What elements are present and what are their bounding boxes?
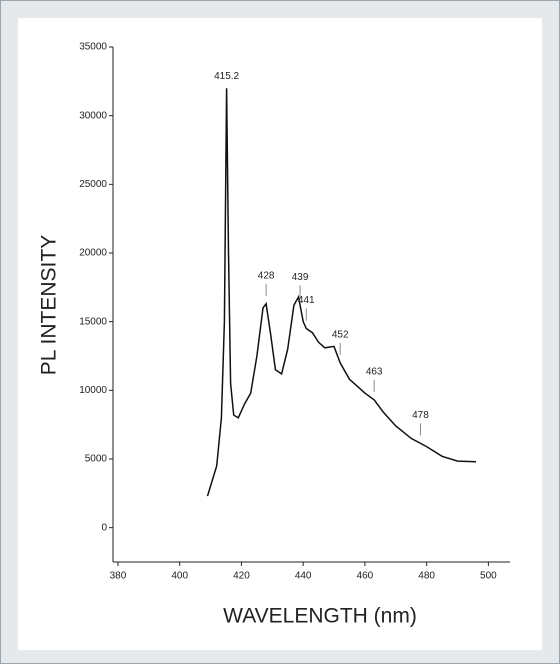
x-tick-label: 460: [357, 571, 374, 582]
peak-label: 463: [366, 367, 383, 378]
y-tick-label: 25000: [79, 179, 107, 190]
peak-label: 428: [258, 270, 275, 281]
x-tick-label: 500: [480, 571, 497, 582]
y-tick-label: 15000: [79, 316, 107, 327]
x-tick-label: 400: [171, 571, 188, 582]
y-tick-label: 20000: [79, 248, 107, 259]
x-tick-label: 380: [110, 571, 127, 582]
y-tick-label: 0: [101, 522, 107, 533]
x-axis-label: WAVELENGTH (nm): [223, 605, 417, 628]
y-tick-label: 30000: [79, 110, 107, 121]
y-axis-label: PL INTENSITY: [38, 235, 61, 375]
peak-label: 415.2: [214, 71, 239, 82]
peak-label: 439: [292, 272, 309, 283]
peak-label: 441: [298, 295, 315, 306]
y-tick-label: 10000: [79, 385, 107, 396]
peak-label: 452: [332, 330, 349, 341]
line: [206, 88, 477, 497]
panel: [18, 18, 542, 650]
y-tick-label: 35000: [79, 42, 107, 53]
x-tick-label: 420: [233, 571, 250, 582]
x-tick-label: 480: [418, 571, 435, 582]
peak-label: 478: [412, 410, 429, 421]
y-tick-label: 5000: [85, 454, 108, 465]
x-tick-label: 440: [295, 571, 312, 582]
